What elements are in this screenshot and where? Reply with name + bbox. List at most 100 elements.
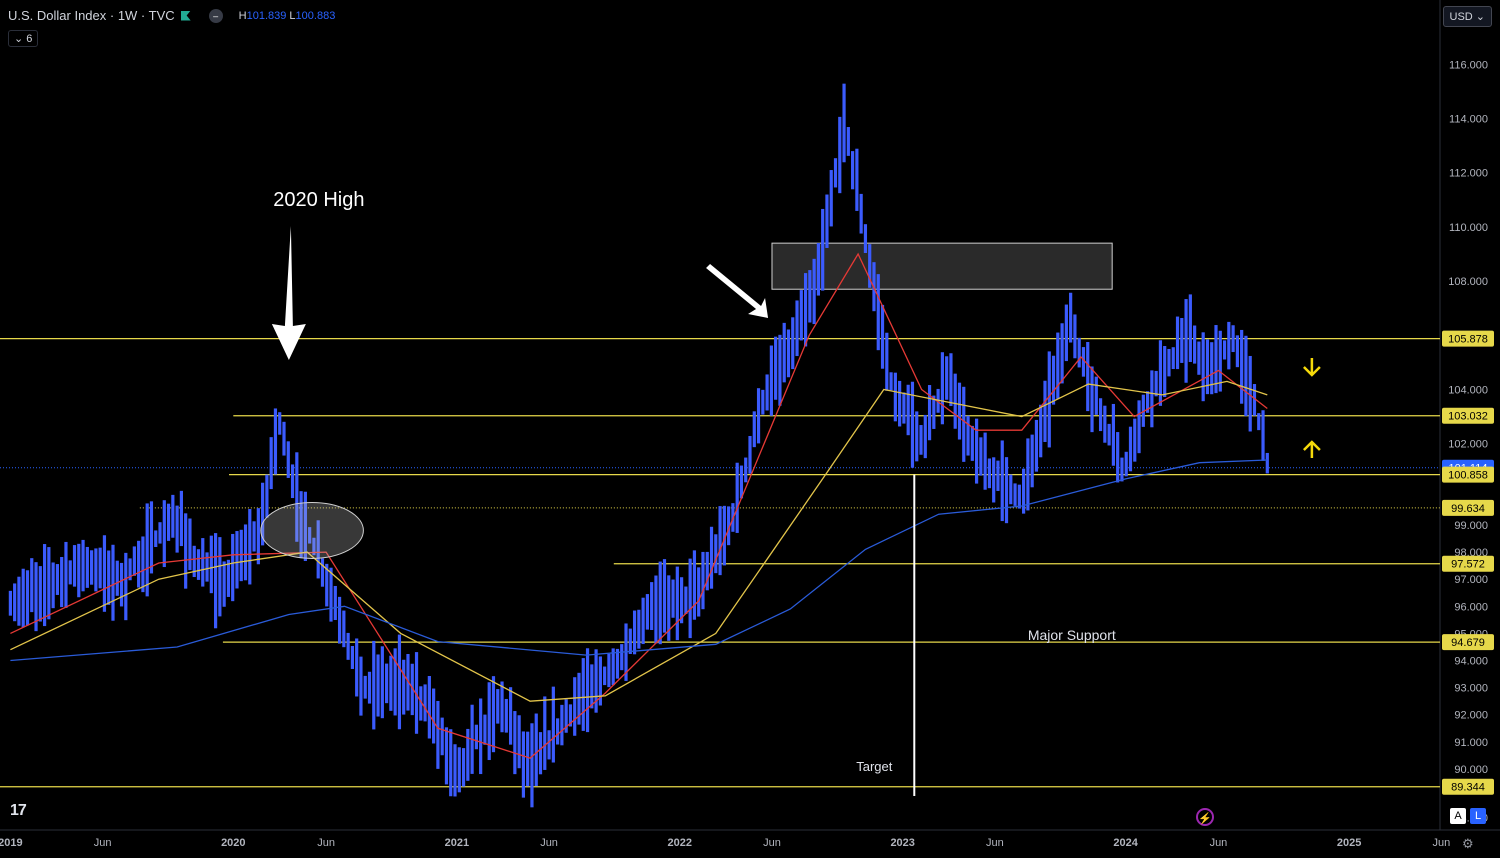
price-bar-287 (1235, 335, 1239, 368)
price-bar-39 (175, 505, 179, 553)
time-tick-2: 2020 (221, 837, 245, 849)
price-bar-59 (261, 482, 265, 546)
price-bar-221 (953, 373, 957, 429)
price-bar-220 (949, 353, 953, 407)
price-bar-80 (350, 646, 355, 669)
price-bar-214 (923, 414, 927, 459)
price-bar-260 (1120, 457, 1124, 482)
price-bar-286 (1231, 325, 1235, 353)
price-bar-277 (1193, 325, 1197, 364)
price-bar-256 (1103, 405, 1107, 443)
price-bar-185 (799, 290, 803, 341)
price-bar-191 (825, 194, 829, 248)
price-bar-151 (654, 575, 658, 644)
auto-scale-button[interactable]: A (1450, 808, 1466, 824)
price-tick-14: 92.000 (1454, 710, 1488, 722)
price-bar-107 (466, 728, 470, 781)
price-bar-47 (209, 535, 213, 594)
price-bar-78 (342, 610, 346, 648)
indicators-collapse-button[interactable]: ⌄ 6 (8, 30, 39, 47)
gear-icon[interactable]: ⚙ (1462, 836, 1474, 851)
price-bar-264 (1137, 400, 1141, 454)
price-bar-36 (162, 500, 166, 568)
tradingview-logo[interactable]: 17 (10, 802, 27, 819)
price-bar-212 (915, 411, 919, 462)
price-axis-bg (1440, 0, 1500, 858)
price-bar-244 (1051, 355, 1056, 405)
price-bar-171 (739, 465, 744, 499)
price-bar-146 (632, 610, 637, 655)
time-tick-5: Jun (540, 837, 558, 849)
price-bar-94 (410, 663, 414, 716)
price-bar-45 (201, 538, 205, 587)
price-bar-133 (577, 672, 581, 725)
price-bar-83 (363, 675, 367, 699)
moving-average-1 (10, 380, 1268, 702)
price-bar-170 (735, 462, 739, 533)
price-bar-188 (812, 258, 816, 325)
price-tick-3: 110.000 (1449, 222, 1488, 234)
high-label: H (238, 9, 247, 22)
price-bar-230 (992, 457, 996, 503)
low-value: 100.883 (295, 9, 336, 22)
price-bar-7 (38, 566, 42, 622)
price-bar-222 (957, 382, 962, 440)
price-bar-4 (25, 570, 30, 626)
price-bar-177 (765, 374, 769, 411)
price-bar-18 (85, 546, 89, 588)
price-bar-292 (1257, 413, 1261, 431)
price-bar-140 (607, 653, 611, 688)
chart-header: U.S. Dollar Index · 1W · TVC – H101.839 … (8, 8, 335, 23)
price-tick-9: 97.000 (1454, 574, 1488, 586)
price-bar-31 (141, 536, 145, 593)
price-bar-238 (1026, 438, 1030, 511)
price-bar-56 (248, 509, 252, 585)
price-bar-87 (380, 646, 384, 719)
price-bar-186 (803, 273, 808, 347)
time-tick-6: 2022 (668, 837, 692, 849)
minus-icon[interactable]: – (208, 8, 223, 23)
price-tick-6: 102.000 (1448, 439, 1488, 451)
price-bar-208 (898, 380, 902, 427)
price-bar-280 (1205, 339, 1210, 395)
price-bar-32 (145, 503, 149, 597)
price-bar-148 (641, 597, 645, 645)
price-bar-200 (863, 224, 868, 253)
price-bar-48 (213, 533, 218, 629)
price-bar-204 (880, 304, 885, 369)
price-bar-136 (590, 664, 594, 709)
price-bar-274 (1180, 318, 1184, 363)
price-bar-16 (77, 543, 81, 598)
price-bar-162 (701, 551, 705, 610)
log-scale-button[interactable]: L (1470, 808, 1486, 824)
price-bar-70 (308, 527, 312, 544)
price-bar-231 (996, 460, 1000, 491)
lightning-icon[interactable]: ⚡ (1196, 808, 1214, 826)
price-bar-268 (1154, 370, 1158, 397)
price-bar-249 (1073, 314, 1077, 359)
price-bar-46 (205, 552, 209, 582)
time-tick-8: 2023 (890, 837, 914, 849)
price-bar-218 (940, 352, 944, 425)
price-bar-143 (620, 644, 624, 671)
price-bar-44 (196, 549, 201, 580)
resistance-zone (771, 242, 1113, 290)
price-bar-103 (449, 729, 453, 797)
symbol-title[interactable]: U.S. Dollar Index · 1W · TVC (8, 8, 175, 23)
currency-selector[interactable]: USD ⌄ (1442, 6, 1492, 27)
level-label-bg-4 (1442, 499, 1494, 516)
price-bar-65 (286, 441, 290, 478)
price-bar-30 (137, 540, 141, 588)
price-bar-126 (547, 730, 551, 760)
price-bar-68 (299, 491, 303, 559)
price-bar-27 (124, 552, 128, 621)
level-label-5: 97.572 (1451, 559, 1485, 571)
price-bar-223 (962, 386, 966, 462)
price-bar-263 (1133, 418, 1137, 462)
price-tick-16: 90.000 (1454, 764, 1488, 776)
price-bar-190 (821, 208, 825, 291)
price-bar-23 (107, 550, 111, 605)
price-bar-128 (556, 718, 560, 745)
price-bar-110 (479, 698, 483, 775)
